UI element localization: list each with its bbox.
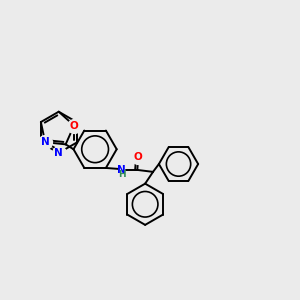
- Text: O: O: [70, 121, 78, 130]
- Text: H: H: [118, 170, 126, 179]
- Text: N: N: [54, 148, 63, 158]
- Text: N: N: [117, 165, 126, 175]
- Text: N: N: [41, 137, 50, 147]
- Text: O: O: [134, 152, 143, 162]
